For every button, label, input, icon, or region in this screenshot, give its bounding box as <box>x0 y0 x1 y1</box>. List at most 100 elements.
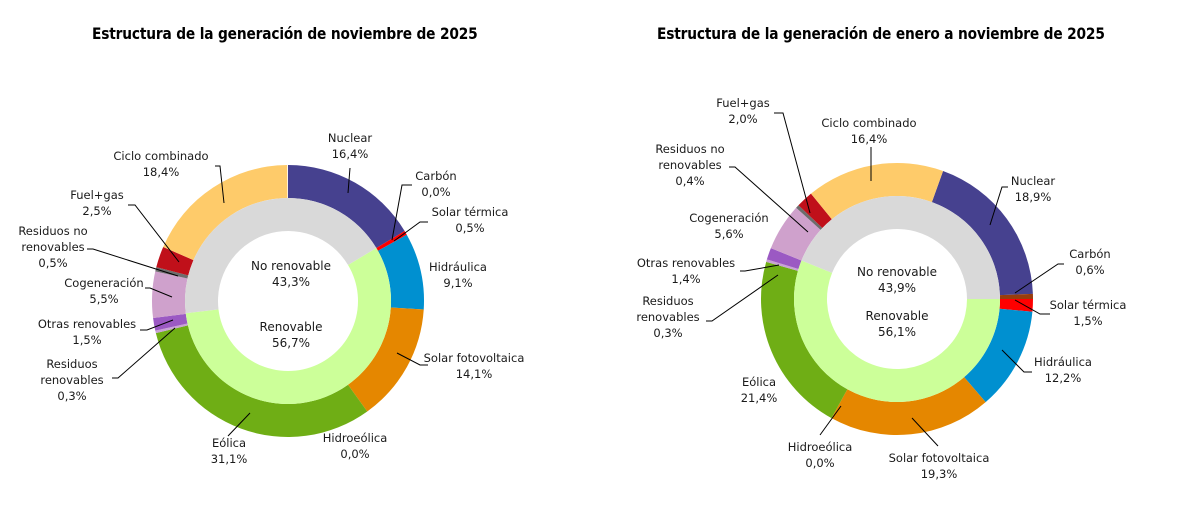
value-carbon: 0,6% <box>1075 263 1104 277</box>
label-hidroeolica: Hidroeólica <box>788 440 853 454</box>
leader-line-hidraulica <box>1001 349 1032 373</box>
center-value-renovable: 56,1% <box>878 325 916 339</box>
value-hidroeolica: 0,0% <box>805 456 834 470</box>
slice-no-renovable <box>184 197 377 314</box>
slice-nuclear <box>931 171 1033 296</box>
leader-line-residuos-renovables <box>706 274 779 322</box>
value-ciclo-combinado: 16,4% <box>851 132 888 146</box>
slice-hidraulica <box>377 234 424 310</box>
center-value-renovable: 56,7% <box>272 336 310 350</box>
label-residuos-renovables: Residuos <box>46 357 97 371</box>
leader-line-residuos-no-renovables <box>87 248 179 277</box>
chart-title-ytd: Estructura de la generación de enero a n… <box>657 24 1105 43</box>
label-eolica: Eólica <box>742 375 776 389</box>
slice-otras-renovables <box>153 313 188 331</box>
label-residuos-no-renovables: Residuos no <box>18 224 87 238</box>
label-cogeneracion: Cogeneración <box>689 211 768 225</box>
slice-no-renovable <box>801 195 1000 299</box>
leader-line-hidroeolica <box>819 405 842 436</box>
center-value-no-renovable: 43,3% <box>272 275 310 289</box>
value-eolica: 31,1% <box>211 452 248 466</box>
label-cogeneracion: Cogeneración <box>64 276 143 290</box>
label-residuos-no-renovables: renovables <box>21 240 84 254</box>
label-solar-fotovoltaica: Solar fotovoltaica <box>889 451 990 465</box>
leader-line-carbon <box>1014 263 1064 294</box>
value-hidraulica: 9,1% <box>443 276 472 290</box>
label-residuos-no-renovables: Residuos no <box>655 142 724 156</box>
leader-line-solar-termica <box>393 221 428 242</box>
value-solar-termica: 1,5% <box>1073 314 1102 328</box>
label-solar-termica: Solar térmica <box>1050 298 1127 312</box>
value-residuos-no-renovables: 0,5% <box>38 256 67 270</box>
slice-solar-fotovoltaica <box>348 307 424 412</box>
label-hidraulica: Hidráulica <box>1034 355 1092 369</box>
label-fuel-gas: Fuel+gas <box>716 96 770 110</box>
value-hidroeolica: 0,0% <box>340 447 369 461</box>
value-solar-fotovoltaica: 14,1% <box>456 367 493 381</box>
label-otras-renovables: Otras renovables <box>637 256 735 270</box>
slice-cogeneracion <box>152 271 188 319</box>
value-cogeneracion: 5,6% <box>714 227 743 241</box>
leader-line-solar-fotovoltaica <box>911 417 939 447</box>
value-fuel-gas: 2,5% <box>82 204 111 218</box>
leader-line-solar-fotovoltaica <box>396 352 428 366</box>
label-solar-termica: Solar térmica <box>432 205 509 219</box>
slice-fuel-gas <box>156 246 194 276</box>
slice-solar-termica <box>999 299 1033 312</box>
label-residuos-renovables: renovables <box>40 373 103 387</box>
value-residuos-no-renovables: 0,4% <box>675 174 704 188</box>
leader-line-solar-termica <box>1014 299 1050 315</box>
label-hidraulica: Hidráulica <box>429 260 487 274</box>
value-residuos-renovables: 0,3% <box>653 326 682 340</box>
slice-solar-fotovoltaica <box>831 377 986 435</box>
value-otras-renovables: 1,4% <box>671 272 700 286</box>
slice-residuos-renovables <box>155 323 188 334</box>
leader-line-residuos-renovables <box>112 327 176 379</box>
value-hidraulica: 12,2% <box>1045 371 1082 385</box>
center-value-no-renovable: 43,9% <box>878 281 916 295</box>
leader-line-otras-renovables <box>740 264 780 272</box>
donut-chart-2: Nuclear 18,9% Carbón 0,6% Solar térmica 1,5% H… <box>636 96 1126 481</box>
leader-line-nuclear <box>989 186 1008 226</box>
leader-line-residuos-no-renovables <box>729 166 809 233</box>
leader-line-fuel-gas <box>774 112 811 214</box>
slice-cogeneracion <box>770 207 821 261</box>
label-residuos-renovables: renovables <box>636 310 699 324</box>
value-nuclear: 18,9% <box>1015 190 1052 204</box>
label-hidroeolica: Hidroeólica <box>323 431 388 445</box>
label-eolica: Eólica <box>212 436 246 450</box>
chart-title-monthly: Estructura de la generación de noviembre… <box>92 24 478 43</box>
center-label-renovable: Renovable <box>866 309 929 323</box>
slice-renovable <box>794 260 1000 402</box>
slice-solar-termica <box>376 231 407 251</box>
label-otras-renovables: Otras renovables <box>38 317 136 331</box>
value-residuos-renovables: 0,3% <box>57 389 86 403</box>
slice-residuos-renovables <box>766 259 799 271</box>
slice-ciclo-combinado <box>810 162 944 220</box>
value-eolica: 21,4% <box>741 391 778 405</box>
value-solar-fotovoltaica: 19,3% <box>921 467 958 481</box>
slice-otras-renovables <box>766 248 802 270</box>
slice-ciclo-combinado <box>163 165 288 261</box>
leader-line-fuel-gas <box>128 204 180 263</box>
center-label-renovable: Renovable <box>260 320 323 334</box>
value-carbon: 0,0% <box>421 185 450 199</box>
slice-eolica <box>761 261 848 419</box>
label-nuclear: Nuclear <box>328 131 373 145</box>
label-carbon: Carbón <box>415 169 456 183</box>
label-ciclo-combinado: Ciclo combinado <box>821 116 916 130</box>
label-solar-fotovoltaica: Solar fotovoltaica <box>424 351 525 365</box>
leader-line-cogeneracion <box>145 287 173 298</box>
label-ciclo-combinado: Ciclo combinado <box>113 149 208 163</box>
value-cogeneracion: 5,5% <box>89 292 118 306</box>
center-label-no-renovable: No renovable <box>251 259 331 273</box>
leader-line-ciclo-combinado <box>215 165 225 204</box>
value-nuclear: 16,4% <box>332 147 369 161</box>
value-fuel-gas: 2,0% <box>728 112 757 126</box>
label-fuel-gas: Fuel+gas <box>70 188 124 202</box>
label-nuclear: Nuclear <box>1011 174 1056 188</box>
value-ciclo-combinado: 18,4% <box>143 165 180 179</box>
slice-nuclear <box>288 165 405 249</box>
center-label-no-renovable: No renovable <box>857 265 937 279</box>
